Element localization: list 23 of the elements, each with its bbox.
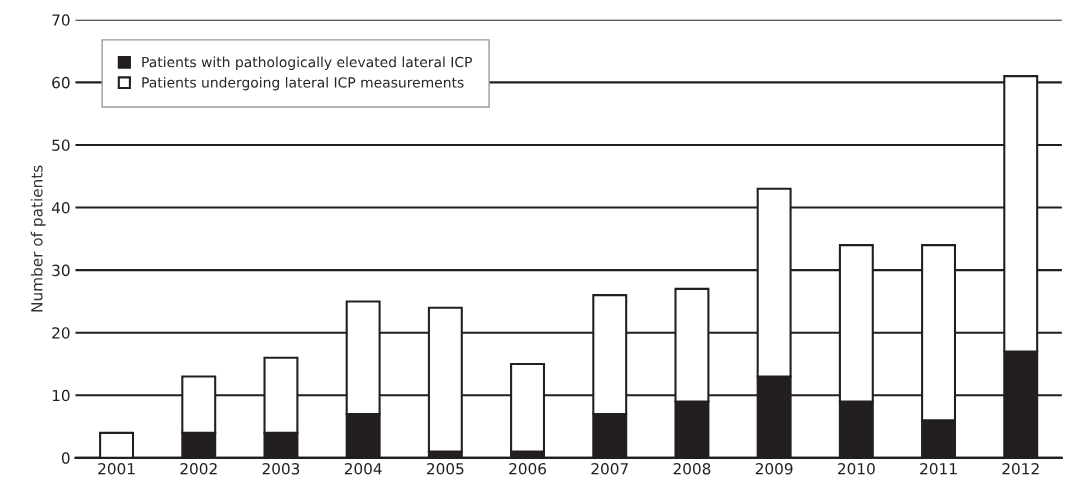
y-tick-label: 50 [52, 139, 70, 151]
y-tick-label: 70 [52, 14, 70, 26]
x-tick-label: 2010 [838, 463, 875, 475]
y-tick-label: 20 [52, 327, 70, 339]
x-tick-label: 2007 [591, 463, 628, 475]
y-tick-label: 30 [52, 264, 70, 277]
y-tick-label: 10 [52, 389, 70, 402]
x-tick-label: 2008 [673, 463, 711, 475]
x-tick-label: 2011 [920, 463, 957, 475]
x-tick-label: 2006 [509, 463, 547, 475]
y-tick-label: 40 [51, 202, 70, 214]
x-tick-label: 2004 [344, 463, 382, 475]
x-tick-label: 2001 [98, 463, 135, 475]
x-tick-label: 2005 [427, 463, 464, 475]
y-axis-title: Number of patients [30, 165, 46, 312]
x-tick-label: 2003 [262, 463, 300, 475]
x-tick-label: 2002 [180, 463, 217, 475]
x-tick-label: 2009 [755, 463, 793, 475]
y-tick-label: 0 [61, 452, 70, 464]
legend-label: Patients with pathologically elevated lateral ICP [142, 56, 472, 70]
x-tick-label: 2012 [1002, 463, 1039, 475]
y-tick-label: 60 [52, 76, 70, 89]
legend-label: Patients undergoing lateral ICP measurements [142, 76, 464, 91]
